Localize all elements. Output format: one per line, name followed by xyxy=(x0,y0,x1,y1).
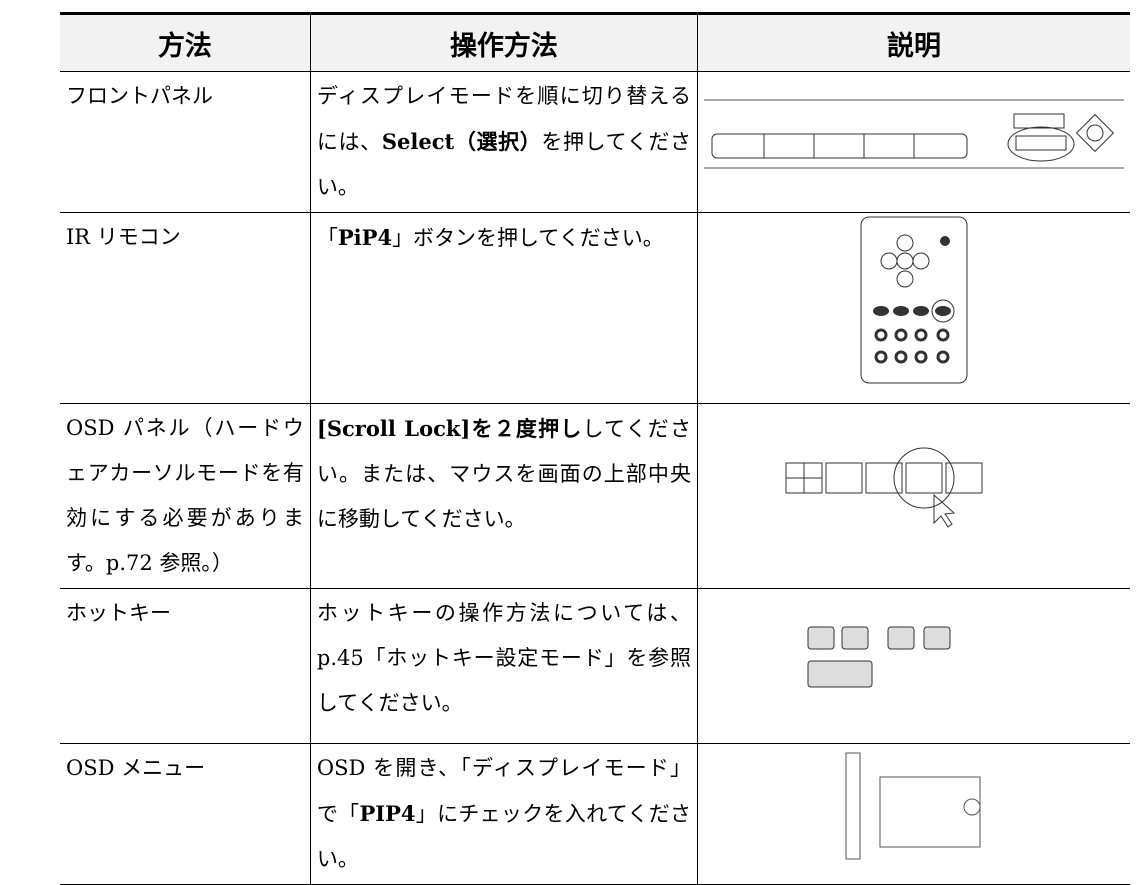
operation-cell: 「PiP4」ボタンを押してください。 xyxy=(309,212,698,404)
text: OSD を開き、「ディスプレイモード」で「 xyxy=(316,756,691,826)
text: 」にチェックを入れてください。 xyxy=(316,802,691,871)
illustration-cell xyxy=(696,212,1130,404)
text: ディスプレイモードを順に切り替えるには、 xyxy=(316,84,691,154)
illustration-cell xyxy=(696,588,1130,744)
bold-text: [Scroll Lock]を２度押し xyxy=(316,416,583,441)
remote-image xyxy=(860,216,968,384)
method-cell: ホットキー xyxy=(60,588,311,744)
method-cell: フロントパネル xyxy=(60,71,311,213)
front-panel-image xyxy=(703,99,1124,169)
bold-text: PiP4 xyxy=(337,225,393,250)
row: IR リモコン 「PiP4」ボタンを押してください。 xyxy=(60,212,1130,404)
hotkey-image xyxy=(807,626,951,688)
table: 方法 操作方法 説明 フロントパネル ディスプレイモードを順に切り替えるには、Se… xyxy=(60,12,1130,885)
illustration-cell xyxy=(696,403,1130,589)
row: OSD パネル（ハードウェアカーソルモードを有効にする必要があります。p.72 … xyxy=(60,403,1130,589)
header-cell: 方法 xyxy=(60,13,311,72)
method-cell: IR リモコン xyxy=(60,212,311,404)
illustration-cell xyxy=(696,71,1130,213)
osd-panel-image xyxy=(785,447,983,528)
text: 「 xyxy=(316,226,338,250)
header-row: 方法 操作方法 説明 xyxy=(60,13,1130,72)
operation-cell: ディスプレイモードを順に切り替えるには、Select（選択）を押してください。 xyxy=(309,71,698,213)
operation-cell: OSD を開き、「ディスプレイモード」で「PIP4」にチェックを入れてください。 xyxy=(309,743,698,885)
illustration-cell xyxy=(696,743,1130,885)
bold-text: Select（選択） xyxy=(381,129,542,154)
header-cell: 操作方法 xyxy=(309,13,698,72)
row: OSD メニュー OSD を開き、「ディスプレイモード」で「PIP4」にチェックを… xyxy=(60,743,1130,885)
method-cell: OSD パネル（ハードウェアカーソルモードを有効にする必要があります。p.72 … xyxy=(60,403,311,589)
text: 」ボタンを押してください。 xyxy=(392,226,664,250)
row: ホットキー ホットキーの操作方法については、p.45「ホットキー設定モード」を参照… xyxy=(60,588,1130,744)
text: ホットキーの操作方法については、p.45「ホットキー設定モード」を参照してくださ… xyxy=(316,601,691,715)
operation-cell: [Scroll Lock]を２度押ししてください。または、マウスを画面の上部中央… xyxy=(309,403,698,589)
header-cell: 説明 xyxy=(696,13,1130,72)
method-cell: OSD メニュー xyxy=(60,743,311,885)
operation-cell: ホットキーの操作方法については、p.45「ホットキー設定モード」を参照してくださ… xyxy=(309,588,698,744)
bold-text: PIP4 xyxy=(359,801,416,826)
table-body: フロントパネル ディスプレイモードを順に切り替えるには、Select（選択）を押し… xyxy=(60,71,1130,885)
osd-menu-image xyxy=(845,752,981,860)
row: フロントパネル ディスプレイモードを順に切り替えるには、Select（選択）を押し… xyxy=(60,71,1130,213)
text: してください。または、マウスを画面の上部中央に移動してください。 xyxy=(316,417,691,531)
text: を押してください。 xyxy=(316,130,691,199)
